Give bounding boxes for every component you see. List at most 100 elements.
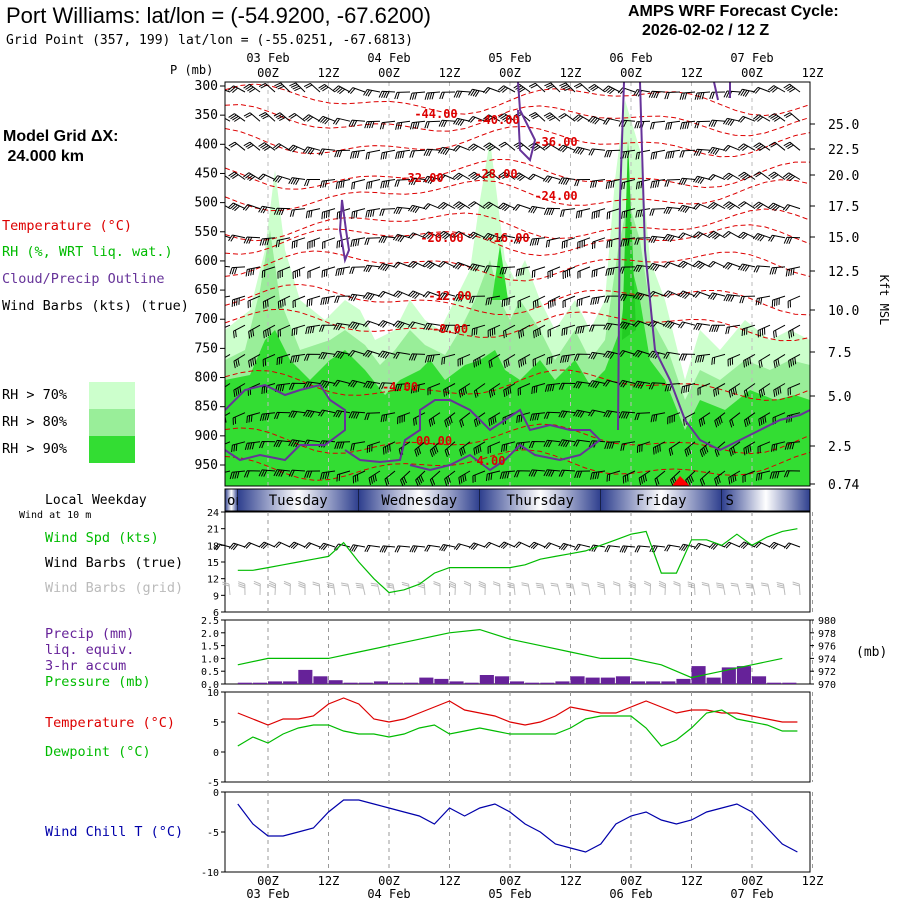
wind-barb xyxy=(483,171,501,180)
precip-bar xyxy=(283,681,298,684)
wind-barb xyxy=(528,112,546,122)
wind-barb xyxy=(667,412,681,425)
wind-barb xyxy=(521,582,531,596)
wind-barb xyxy=(604,295,620,303)
wind-barb xyxy=(743,412,756,428)
wind-barb xyxy=(233,383,246,398)
wind-barb xyxy=(288,439,306,448)
wind-barb xyxy=(588,409,606,417)
wind-barb xyxy=(558,410,576,418)
y-tick-label: 5 xyxy=(213,718,219,729)
pressure-level-label: 300 xyxy=(195,79,218,94)
wind-barb xyxy=(606,470,621,482)
wind-barb xyxy=(303,381,321,389)
precip-bar xyxy=(615,676,630,684)
wind-barb xyxy=(303,409,321,418)
wind-barb xyxy=(488,353,501,369)
isotherms xyxy=(225,83,810,481)
wind-barb xyxy=(364,412,381,421)
wind-barb xyxy=(231,295,246,307)
precip-bar xyxy=(343,682,358,684)
wind-barb xyxy=(318,542,336,551)
wind-barb xyxy=(516,412,531,423)
wind-barb xyxy=(498,113,516,122)
wind-barb xyxy=(574,470,591,478)
forecast-label: AMPS WRF Forecast Cycle: xyxy=(628,3,839,20)
wind-barb xyxy=(364,237,381,245)
wind-barb xyxy=(273,143,291,151)
wind-barb xyxy=(320,295,336,306)
wind-barb xyxy=(604,441,621,450)
wind-barb xyxy=(407,321,426,329)
precip-bar xyxy=(767,682,782,684)
pressure-level-label: 600 xyxy=(195,254,218,269)
wind-barb xyxy=(707,146,726,155)
rh-legend-80-label: RH > 80% xyxy=(2,414,68,430)
wind-barb xyxy=(222,581,231,596)
precip-bar xyxy=(313,676,328,684)
wind-barb xyxy=(787,295,801,309)
wind-barb xyxy=(515,266,531,277)
wind-barb xyxy=(618,119,636,128)
isotherm-line xyxy=(225,283,810,316)
wind-barb xyxy=(752,86,771,94)
wind-barb xyxy=(783,83,801,93)
wind-barb xyxy=(783,542,801,550)
weekday-label: Wednesday xyxy=(381,493,457,509)
wind-barb xyxy=(261,383,276,395)
wind-barb xyxy=(468,201,486,210)
pressure-level-label: 500 xyxy=(195,196,218,211)
wind-barb xyxy=(473,441,486,456)
wind-barb xyxy=(681,383,696,394)
precip-bar xyxy=(525,682,540,684)
top-date-label: 03 Feb xyxy=(246,51,289,65)
wind-barb xyxy=(771,441,786,452)
wind-barb xyxy=(620,441,636,451)
wind-barb xyxy=(471,324,486,336)
wind-barb xyxy=(727,353,741,367)
cloud-outline-column-2 xyxy=(517,82,537,162)
wind-barb xyxy=(424,353,441,363)
wind-barb xyxy=(503,383,516,397)
bottom-date-label: 03 Feb xyxy=(246,887,289,900)
sounding-panel: 300 350 400 450 500 550 600 650 700 750 800 850 900 9… xyxy=(195,79,891,493)
wind-barb xyxy=(664,383,681,392)
wind-barb xyxy=(302,146,321,155)
wind-barb xyxy=(658,580,666,596)
y-tick-label: 0 xyxy=(213,788,219,799)
wind-barb xyxy=(513,172,531,182)
wind-barb xyxy=(365,179,381,190)
weekday-label: S xyxy=(726,493,734,509)
wind-barb xyxy=(707,174,726,181)
wind-barb xyxy=(699,441,711,458)
wind-barb xyxy=(415,470,426,486)
wind-barb xyxy=(424,544,441,552)
wind-barb xyxy=(377,320,396,328)
wind-barb xyxy=(758,353,771,369)
wind-barb xyxy=(232,412,246,425)
wind-barb xyxy=(488,412,501,427)
wind-barb xyxy=(729,412,741,428)
wind-barb xyxy=(619,545,636,553)
height-level-label: 2.5 xyxy=(828,440,851,455)
weekday-band xyxy=(479,489,601,511)
bottom-hour-label: 00Z xyxy=(499,874,521,888)
pressure-level-label: 800 xyxy=(195,371,218,386)
wind-barb xyxy=(743,353,756,368)
wind-barb xyxy=(692,291,711,299)
wind-barb xyxy=(581,582,591,596)
wind-barb xyxy=(773,383,786,397)
wind-barb xyxy=(347,321,366,330)
wind-barb xyxy=(532,353,546,367)
wind-barbs-grid-label: Wind Barbs (grid) xyxy=(45,580,183,596)
wind-barb xyxy=(792,581,801,596)
windchill-frame xyxy=(224,791,811,873)
wind-barb xyxy=(347,379,366,388)
wind-barb xyxy=(698,412,711,427)
wind-barb xyxy=(492,581,501,596)
wind-barb xyxy=(243,172,261,182)
legend-wind: Wind Barbs (kts) (true) xyxy=(2,298,189,314)
wind-barb xyxy=(340,582,351,596)
bottom-hour-label: 12Z xyxy=(439,874,461,888)
wind-barb xyxy=(233,324,246,339)
